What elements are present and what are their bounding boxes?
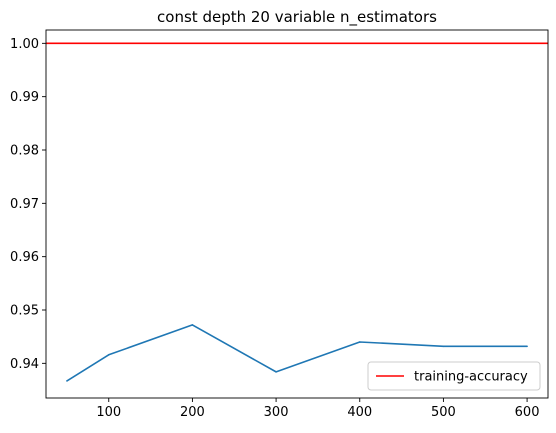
series-point xyxy=(358,341,361,343)
x-tick-label: 300 xyxy=(264,405,289,420)
series-point xyxy=(275,371,277,373)
plot-frame xyxy=(45,29,549,399)
y-tick-label: 0.96 xyxy=(10,250,39,265)
x-tick-label: 100 xyxy=(96,405,121,420)
x-tick-label: 200 xyxy=(180,405,205,420)
x-tick-label: 500 xyxy=(431,405,456,420)
y-tick-label: 0.97 xyxy=(10,197,39,212)
plot-layer xyxy=(46,42,548,382)
x-tick-label: 400 xyxy=(347,405,372,420)
axes-layer: 100 200 300 400 500 600 0.94 0.95 0.96 0.97 0.98 0.… xyxy=(10,29,549,420)
y-tick-label: 1.00 xyxy=(10,37,39,52)
y-tick-label: 0.94 xyxy=(10,357,39,372)
y-tick-label: 0.99 xyxy=(10,90,39,105)
chart-title: const depth 20 variable n_estimators xyxy=(157,8,437,27)
y-tick-label: 0.98 xyxy=(10,144,39,159)
series-point xyxy=(191,324,194,326)
series-point xyxy=(526,345,528,348)
y-tick-label: 0.95 xyxy=(10,304,39,319)
legend-label: training-accuracy xyxy=(414,370,528,385)
series-point xyxy=(66,380,68,382)
legend-box xyxy=(367,361,541,391)
series-point xyxy=(107,354,110,356)
legend: training-accuracy xyxy=(367,361,541,391)
x-tick-label: 600 xyxy=(515,405,540,420)
series-point xyxy=(442,345,445,348)
